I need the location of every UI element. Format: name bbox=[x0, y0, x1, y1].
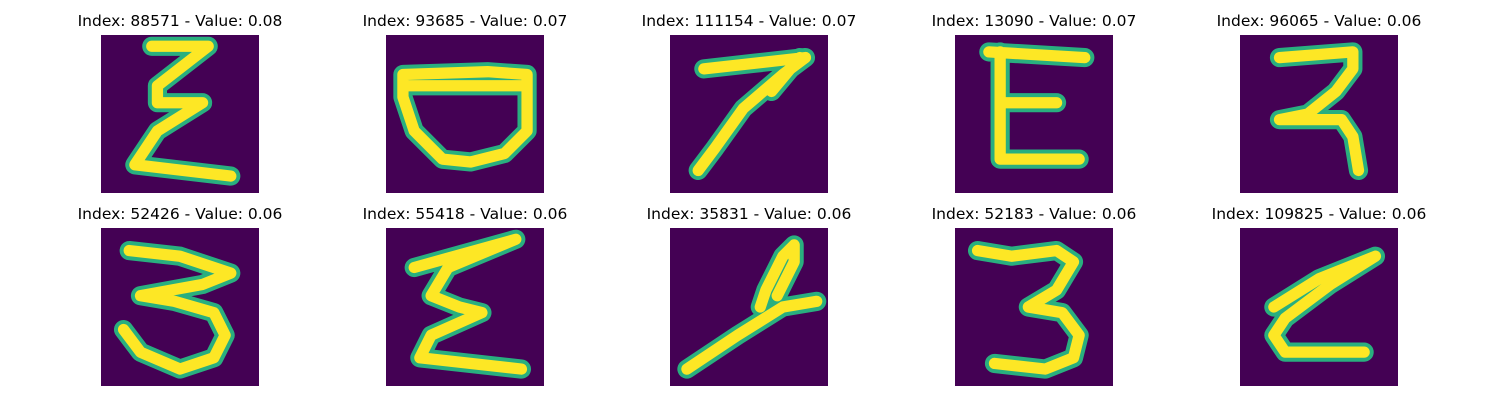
grid-cell: Index: 96065 - Value: 0.06 bbox=[1199, 11, 1439, 201]
cell-title: Index: 111154 - Value: 0.07 bbox=[641, 12, 857, 30]
cell-title: Index: 13090 - Value: 0.07 bbox=[931, 12, 1137, 30]
grid-cell: Index: 35831 - Value: 0.06 bbox=[629, 204, 869, 394]
grid-cell: Index: 13090 - Value: 0.07 bbox=[914, 11, 1154, 201]
cell-title: Index: 35831 - Value: 0.06 bbox=[646, 205, 852, 223]
grid-cell: Index: 93685 - Value: 0.07 bbox=[345, 11, 585, 201]
cell-title: Index: 55418 - Value: 0.06 bbox=[362, 205, 568, 223]
grid-cell: Index: 111154 - Value: 0.07 bbox=[629, 11, 869, 201]
digit-image bbox=[670, 35, 828, 193]
digit-image bbox=[386, 35, 544, 193]
digit-image bbox=[101, 35, 259, 193]
digit-image bbox=[1240, 35, 1398, 193]
digit-image bbox=[101, 228, 259, 386]
digit-image bbox=[386, 228, 544, 386]
digit-image bbox=[955, 228, 1113, 386]
cell-title: Index: 52183 - Value: 0.06 bbox=[931, 205, 1137, 223]
cell-title: Index: 88571 - Value: 0.08 bbox=[77, 12, 283, 30]
digit-image bbox=[1240, 228, 1398, 386]
grid-cell: Index: 55418 - Value: 0.06 bbox=[345, 204, 585, 394]
cell-title: Index: 109825 - Value: 0.06 bbox=[1211, 205, 1427, 223]
grid-cell: Index: 52183 - Value: 0.06 bbox=[914, 204, 1154, 394]
grid-cell: Index: 52426 - Value: 0.06 bbox=[60, 204, 300, 394]
cell-title: Index: 93685 - Value: 0.07 bbox=[362, 12, 568, 30]
cell-title: Index: 52426 - Value: 0.06 bbox=[77, 205, 283, 223]
grid-cell: Index: 88571 - Value: 0.08 bbox=[60, 11, 300, 201]
digit-image bbox=[670, 228, 828, 386]
cell-title: Index: 96065 - Value: 0.06 bbox=[1216, 12, 1422, 30]
grid-cell: Index: 109825 - Value: 0.06 bbox=[1199, 204, 1439, 394]
digit-image bbox=[955, 35, 1113, 193]
